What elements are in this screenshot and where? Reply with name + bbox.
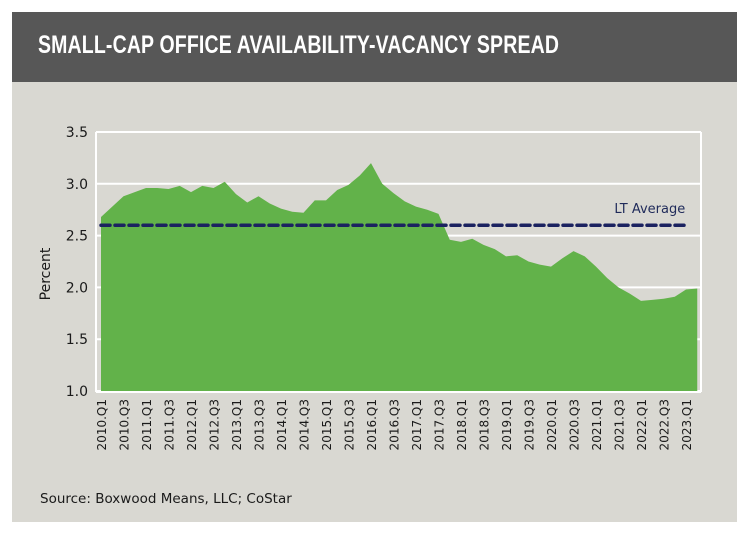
x-tick-label-2020.Q1: 2020.Q1 [545, 399, 559, 450]
axes [95, 132, 702, 393]
x-tick-label-2016.Q1: 2016.Q1 [365, 399, 379, 450]
y-tick-label-2.5: 2.5 [66, 229, 88, 245]
x-tick-label-2015.Q3: 2015.Q3 [343, 399, 357, 450]
y-tick-label-3.5: 3.5 [66, 125, 88, 141]
x-tick-labels: 2010.Q1 2010.Q3 2011.Q1 2011.Q3 2012.Q1 2012.… [95, 399, 694, 450]
x-tick-label-2019.Q1: 2019.Q1 [500, 399, 514, 450]
area-layer [100, 163, 698, 391]
x-tick-label-2014.Q1: 2014.Q1 [275, 399, 289, 450]
x-tick-label-2018.Q3: 2018.Q3 [478, 399, 492, 450]
x-tick-label-2017.Q1: 2017.Q1 [410, 399, 424, 450]
x-tick-label-2021.Q3: 2021.Q3 [613, 399, 627, 450]
x-tick-label-2018.Q1: 2018.Q1 [455, 399, 469, 450]
lt-average-label: LT Average [614, 202, 685, 217]
y-tick-labels: 1.0 1.5 2.0 2.5 3.0 3.5 [66, 125, 88, 400]
y-axis-title: Percent [38, 247, 54, 300]
x-tick-label-2014.Q3: 2014.Q3 [298, 399, 312, 450]
x-tick-label-2022.Q3: 2022.Q3 [658, 399, 672, 450]
y-tick-label-3.0: 3.0 [66, 177, 88, 193]
chart-header: SMALL-CAP OFFICE AVAILABILITY-VACANCY SP… [12, 12, 737, 82]
x-tick-label-2020.Q3: 2020.Q3 [568, 399, 582, 450]
x-tick-label-2015.Q1: 2015.Q1 [320, 399, 334, 450]
y-tick-label-1.0: 1.0 [66, 384, 88, 400]
x-tick-label-2011.Q3: 2011.Q3 [163, 399, 177, 450]
y-tick-label-2.0: 2.0 [66, 280, 88, 296]
reference-layer: LT Average [99, 202, 689, 227]
x-tick-label-2023.Q1: 2023.Q1 [680, 399, 694, 450]
x-tick-label-2013.Q1: 2013.Q1 [230, 399, 244, 450]
x-tick-label-2010.Q1: 2010.Q1 [95, 399, 109, 450]
x-tick-label-2021.Q1: 2021.Q1 [590, 399, 604, 450]
chart-card: SMALL-CAP OFFICE AVAILABILITY-VACANCY SP… [12, 12, 737, 522]
x-tick-label-2016.Q3: 2016.Q3 [388, 399, 402, 450]
x-tick-label-2010.Q3: 2010.Q3 [118, 399, 132, 450]
x-tick-label-2022.Q1: 2022.Q1 [635, 399, 649, 450]
chart-plot: LT Average 1.01.52.02.53.03.5 2010.Q1 201… [38, 125, 702, 450]
series-area [101, 163, 698, 391]
x-tick-label-2013.Q3: 2013.Q3 [253, 399, 267, 450]
source-note: Source: Boxwood Means, LLC; CoStar [40, 491, 292, 507]
x-tick-label-2011.Q1: 2011.Q1 [140, 399, 154, 450]
x-tick-label-2017.Q3: 2017.Q3 [433, 399, 447, 450]
x-tick-label-2012.Q3: 2012.Q3 [208, 399, 222, 450]
chart-title: SMALL-CAP OFFICE AVAILABILITY-VACANCY SP… [38, 31, 560, 59]
x-tick-label-2019.Q3: 2019.Q3 [523, 399, 537, 450]
y-tick-label-1.5: 1.5 [66, 332, 88, 348]
x-tick-label-2012.Q1: 2012.Q1 [185, 399, 199, 450]
